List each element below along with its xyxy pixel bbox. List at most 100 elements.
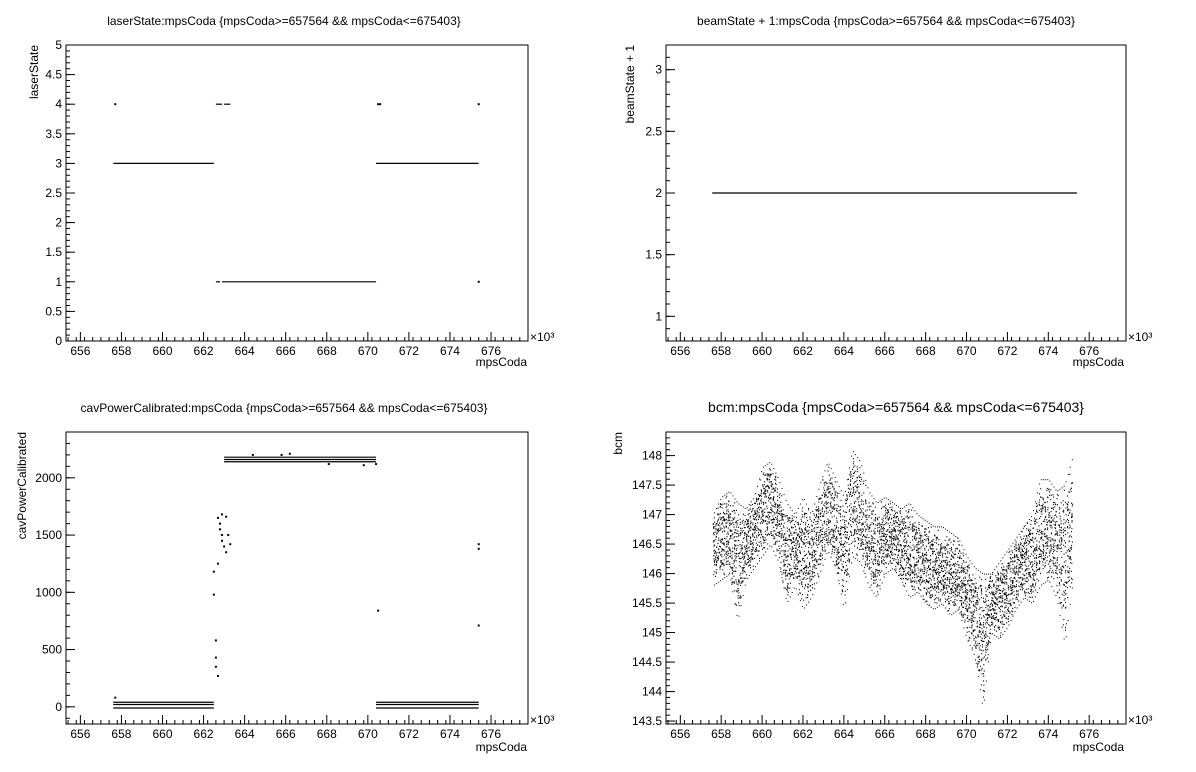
- data-point: [726, 505, 728, 507]
- data-point: [903, 555, 905, 557]
- data-point: [820, 519, 822, 522]
- data-point: [769, 493, 771, 495]
- data-point: [975, 603, 977, 606]
- data-point: [823, 511, 825, 513]
- data-point: [914, 545, 916, 547]
- data-point: [830, 530, 832, 532]
- data-point: [730, 556, 732, 558]
- data-point: [985, 621, 987, 623]
- data-point: [893, 548, 895, 551]
- data-point: [936, 571, 938, 573]
- data-point: [963, 584, 965, 586]
- data-point: [840, 537, 842, 540]
- data-point: [847, 478, 849, 480]
- data-point: [915, 539, 917, 541]
- data-point: [727, 516, 729, 518]
- data-point: [964, 587, 966, 589]
- data-point: [789, 539, 791, 541]
- data-point: [935, 573, 937, 576]
- data-point: [908, 503, 910, 505]
- data-point: [813, 541, 815, 543]
- data-point: [796, 537, 798, 539]
- data-point: [735, 570, 737, 572]
- data-point: [944, 560, 946, 562]
- data-point: [896, 515, 898, 518]
- data-point: [800, 537, 802, 539]
- data-point: [987, 617, 989, 619]
- data-point: [854, 511, 856, 513]
- data-point: [853, 461, 855, 463]
- data-point: [885, 543, 887, 545]
- data-point: [895, 525, 897, 527]
- data-point: [812, 587, 814, 589]
- data-point: [839, 506, 841, 508]
- data-point: [958, 552, 960, 554]
- data-point: [814, 575, 816, 577]
- data-point: [741, 520, 743, 523]
- data-point: [889, 560, 891, 562]
- data-point: [820, 540, 822, 543]
- data-point: [779, 552, 781, 554]
- data-point: [744, 577, 746, 579]
- data-point: [737, 553, 739, 555]
- data-point: [734, 552, 736, 554]
- data-point: [990, 593, 992, 595]
- data-point: [881, 562, 883, 564]
- data-point: [827, 496, 829, 498]
- data-point: [905, 564, 907, 566]
- data-point: [934, 550, 936, 552]
- data-point: [931, 595, 933, 597]
- data-point: [840, 540, 842, 542]
- data-point: [968, 597, 970, 599]
- data-point: [732, 547, 734, 549]
- data-point: [905, 567, 907, 569]
- data-point: [735, 604, 737, 606]
- data-point: [992, 597, 994, 600]
- data-point: [774, 489, 776, 491]
- data-point: [899, 523, 901, 525]
- data-point: [988, 614, 990, 617]
- data-point: [832, 534, 834, 536]
- data-point: [813, 528, 815, 530]
- data-point: [853, 451, 855, 453]
- data-point: [377, 103, 380, 106]
- data-point: [774, 504, 776, 506]
- data-point: [829, 502, 831, 505]
- data-point: [966, 610, 968, 612]
- data-point: [858, 531, 860, 533]
- data-point: [810, 553, 812, 556]
- data-point: [759, 560, 761, 562]
- data-point: [897, 539, 899, 541]
- data-point: [874, 556, 876, 559]
- data-point: [882, 530, 884, 532]
- data-point: [251, 453, 254, 456]
- data-point: [987, 641, 989, 643]
- data-point: [738, 526, 740, 528]
- data-point: [757, 529, 759, 531]
- data-point: [983, 680, 985, 682]
- data-point: [850, 476, 852, 478]
- data-point: [715, 564, 717, 566]
- data-point: [822, 564, 824, 566]
- data-point: [744, 526, 746, 529]
- data-point: [817, 517, 819, 519]
- data-point: [991, 615, 993, 618]
- data-point: [938, 539, 940, 541]
- data-point: [890, 539, 892, 541]
- data-point: [758, 497, 760, 499]
- data-point: [772, 473, 774, 475]
- data-point: [916, 561, 918, 563]
- data-point: [953, 578, 955, 580]
- data-point: [895, 530, 897, 532]
- data-point: [730, 567, 732, 569]
- data-point: [907, 556, 909, 558]
- data-point: [877, 591, 879, 593]
- data-point: [727, 553, 729, 555]
- data-point: [379, 103, 382, 106]
- data-point: [731, 530, 733, 532]
- data-point: [866, 553, 868, 555]
- data-point: [730, 537, 732, 539]
- data-point: [744, 584, 746, 586]
- data-point: [952, 591, 954, 594]
- data-point: [942, 592, 944, 594]
